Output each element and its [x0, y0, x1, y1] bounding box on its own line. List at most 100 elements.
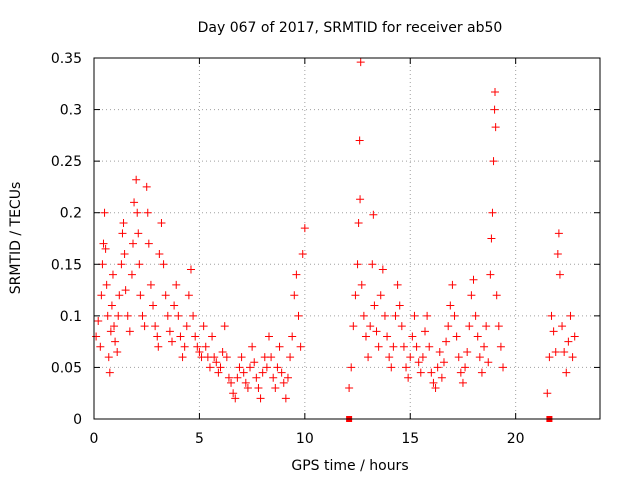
data-point — [256, 394, 265, 403]
y-tick-label: 0 — [73, 412, 82, 428]
data-point — [406, 353, 415, 362]
data-point — [387, 363, 396, 372]
data-point — [566, 311, 575, 320]
data-point — [224, 373, 233, 382]
data-point — [199, 322, 208, 331]
data-point — [235, 363, 244, 372]
data-point — [376, 291, 385, 300]
data-point — [271, 384, 280, 393]
data-point — [277, 368, 286, 377]
data-point — [458, 378, 467, 387]
data-point — [378, 265, 387, 274]
data-point — [246, 363, 255, 372]
data-point — [486, 270, 495, 279]
data-point — [102, 280, 111, 289]
data-point — [191, 332, 200, 341]
data-point — [490, 105, 499, 114]
data-point — [357, 280, 366, 289]
data-point — [570, 332, 579, 341]
data-point — [499, 363, 508, 372]
data-point — [129, 239, 138, 248]
data-point — [163, 311, 172, 320]
data-point — [482, 322, 491, 331]
data-point — [100, 208, 109, 217]
data-point — [133, 208, 142, 217]
y-tick-label: 0.25 — [51, 154, 82, 170]
data-point — [372, 327, 381, 336]
data-point — [469, 275, 478, 284]
data-point — [555, 270, 564, 279]
data-point — [361, 332, 370, 341]
data-point — [140, 322, 149, 331]
data-point — [385, 353, 394, 362]
data-point — [161, 291, 170, 300]
data-point — [374, 342, 383, 351]
data-point — [233, 373, 242, 382]
data-point — [351, 291, 360, 300]
data-point — [174, 311, 183, 320]
data-point — [159, 260, 168, 269]
axis-ticks: 0 5 10 15 20 0 0.05 0.1 0.15 0.2 0.25 0.3 0.35 — [51, 51, 600, 447]
data-point — [115, 291, 124, 300]
data-point — [431, 384, 440, 393]
data-point — [488, 208, 497, 217]
data-point — [239, 368, 248, 377]
data-point — [264, 332, 273, 341]
data-point — [296, 342, 305, 351]
data-point — [170, 301, 179, 310]
data-point — [176, 332, 185, 341]
data-point — [101, 244, 110, 253]
data-point — [491, 123, 500, 132]
data-point — [558, 322, 567, 331]
data-point — [180, 342, 189, 351]
data-point — [551, 347, 560, 356]
data-point — [480, 342, 489, 351]
data-point — [353, 260, 362, 269]
data-point — [294, 311, 303, 320]
data-point — [193, 342, 202, 351]
data-point — [416, 368, 425, 377]
data-point — [433, 363, 442, 372]
data-point — [231, 394, 240, 403]
data-point — [96, 342, 105, 351]
data-point — [227, 378, 236, 387]
data-point — [114, 311, 123, 320]
data-point — [366, 322, 375, 331]
data-point — [151, 322, 160, 331]
data-point — [300, 224, 309, 233]
data-point — [222, 353, 231, 362]
plot-frame — [93, 57, 601, 420]
data-point — [127, 270, 136, 279]
y-tick-label: 0.05 — [51, 360, 82, 376]
data-point — [391, 311, 400, 320]
data-point — [473, 332, 482, 341]
data-point — [397, 322, 406, 331]
data-point — [168, 337, 177, 346]
data-point — [123, 311, 132, 320]
data-point — [439, 358, 448, 367]
x-tick-label: 15 — [401, 431, 419, 447]
data-point — [491, 88, 500, 97]
data-point — [399, 342, 408, 351]
data-point — [108, 270, 117, 279]
data-point — [465, 322, 474, 331]
data-point — [267, 353, 276, 362]
data-point — [494, 322, 503, 331]
data-point — [298, 249, 307, 258]
data-point — [243, 384, 252, 393]
data-point — [369, 210, 378, 219]
data-point — [97, 291, 106, 300]
data-point — [153, 332, 162, 341]
data-point — [383, 332, 392, 341]
data-point — [404, 373, 413, 382]
data-point — [252, 373, 261, 382]
data-point — [456, 368, 465, 377]
data-point — [564, 337, 573, 346]
data-point — [155, 249, 164, 258]
data-point — [182, 322, 191, 331]
data-point — [547, 311, 556, 320]
data-point — [138, 311, 147, 320]
data-point — [104, 353, 113, 362]
data-point — [444, 322, 453, 331]
